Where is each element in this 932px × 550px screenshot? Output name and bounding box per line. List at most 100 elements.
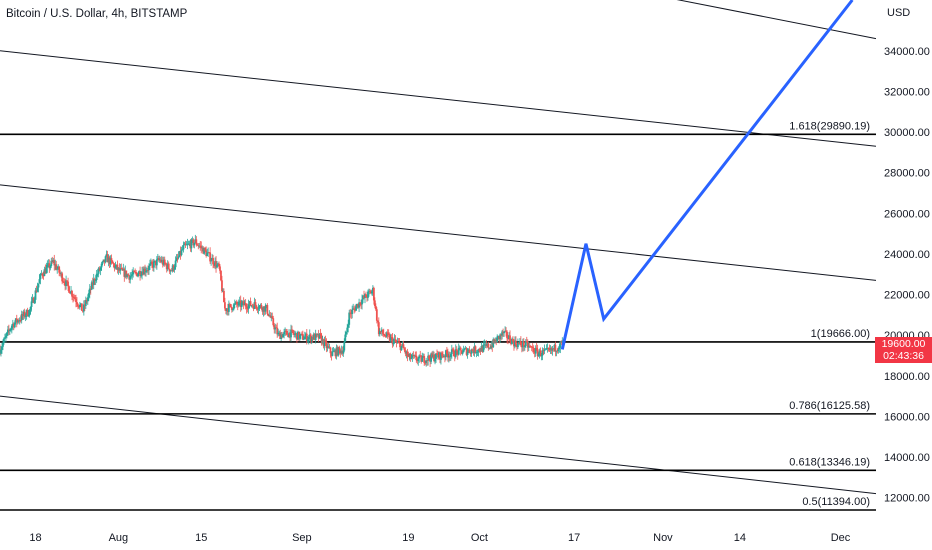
- price-tick-label: 12000.00: [884, 493, 930, 505]
- candle-body: [501, 331, 504, 336]
- candle-body: [180, 249, 183, 256]
- candle-body: [328, 347, 331, 349]
- fibonacci-levels[interactable]: 1.618(29890.19) 1(19666.00) 0.786(16125.58…: [0, 120, 876, 511]
- candle-body: [440, 352, 442, 360]
- candle-body: [222, 290, 224, 292]
- candle-body: [527, 345, 530, 348]
- candle-body: [55, 264, 58, 270]
- candle-body: [100, 263, 103, 268]
- candle-body: [447, 355, 450, 358]
- candle-body: [164, 263, 167, 265]
- candle-body: [464, 348, 467, 350]
- candle-body: [232, 304, 235, 310]
- candle-body: [300, 333, 303, 335]
- projection-polyline[interactable]: [560, 0, 854, 350]
- candle-body: [482, 344, 485, 352]
- projection-path[interactable]: [560, 0, 854, 350]
- candle-body: [264, 306, 267, 312]
- candle-body: [343, 341, 346, 351]
- channel-line-1[interactable]: [0, 50, 877, 147]
- candle-body: [398, 342, 401, 344]
- candlestick-series: [0, 234, 564, 368]
- candle-body: [225, 308, 227, 311]
- candle-body: [384, 336, 387, 337]
- candle-body: [353, 308, 356, 310]
- candle-body: [364, 294, 366, 298]
- candle-body: [242, 301, 245, 306]
- candle-body: [74, 297, 76, 300]
- candle-body: [375, 309, 378, 321]
- candle-body: [238, 300, 241, 302]
- candle-body: [32, 298, 35, 303]
- candle-body: [182, 245, 185, 250]
- channel-line-2[interactable]: [0, 184, 877, 281]
- candle-body: [107, 257, 110, 263]
- candle-body: [421, 357, 424, 362]
- channel-line-4[interactable]: [627, 0, 877, 40]
- candle-body: [463, 348, 466, 350]
- candle-body: [480, 346, 483, 352]
- candle-body: [73, 297, 75, 298]
- fib-level-label: 1(19666.00): [811, 328, 870, 340]
- candle-body: [37, 283, 40, 288]
- candle-body: [2, 342, 4, 347]
- candle-body: [87, 293, 90, 298]
- time-axis[interactable]: 18 Aug 15 Sep 19 Oct 17 Nov 14 Dec: [0, 518, 932, 550]
- candle-body: [257, 308, 260, 310]
- candle-body: [319, 333, 322, 336]
- candle-body: [334, 350, 337, 357]
- candle-body: [108, 257, 111, 265]
- candle-body: [6, 332, 8, 336]
- candle-body: [143, 268, 145, 275]
- candle-body: [66, 280, 68, 282]
- candle-body: [302, 338, 305, 340]
- time-tick-label: 15: [195, 532, 207, 544]
- candle-body: [422, 355, 425, 358]
- candle-body: [484, 344, 487, 346]
- candle-body: [423, 355, 426, 363]
- candle-body: [402, 344, 405, 349]
- candle-body: [276, 327, 279, 335]
- candle-body: [424, 362, 427, 364]
- candle-body: [490, 345, 493, 349]
- candle-body: [130, 275, 133, 277]
- candle-body: [547, 348, 550, 350]
- candle-body: [63, 281, 66, 283]
- candle-body: [109, 258, 112, 265]
- price-axis-background: [876, 0, 932, 550]
- candle-body: [471, 349, 474, 351]
- candle-body: [239, 300, 242, 307]
- candle-body: [538, 350, 541, 354]
- channel-line-3[interactable]: [0, 395, 877, 495]
- candle-body: [389, 337, 392, 341]
- candle-body: [19, 320, 22, 321]
- candle-body: [293, 333, 295, 335]
- candle-body: [67, 281, 69, 287]
- candle-body: [159, 259, 162, 262]
- candle-body: [171, 265, 174, 271]
- candle-body: [102, 259, 105, 262]
- candle-body: [158, 259, 161, 261]
- candle-body: [39, 273, 42, 280]
- candle-body: [438, 352, 440, 358]
- fib-level-label: 0.5(11394.00): [802, 496, 870, 508]
- candle-body: [335, 347, 338, 357]
- candle-body: [14, 318, 17, 323]
- candle-body: [558, 347, 561, 350]
- candle-body: [356, 303, 359, 307]
- candle-body: [218, 263, 220, 267]
- candle-body: [320, 335, 323, 344]
- candle-body: [86, 297, 89, 302]
- candle-body: [330, 353, 333, 356]
- trend-channel-lines[interactable]: [0, 0, 877, 495]
- price-axis[interactable]: USD12000.0014000.0016000.0018000.0020000…: [876, 0, 932, 550]
- candle-body: [104, 256, 107, 263]
- candle-body: [166, 263, 169, 270]
- candle-body: [64, 282, 67, 286]
- candle-body: [141, 271, 143, 276]
- candle-body: [391, 337, 394, 345]
- candle-body: [461, 352, 464, 354]
- candle-body: [168, 268, 171, 272]
- candle-body: [381, 329, 384, 334]
